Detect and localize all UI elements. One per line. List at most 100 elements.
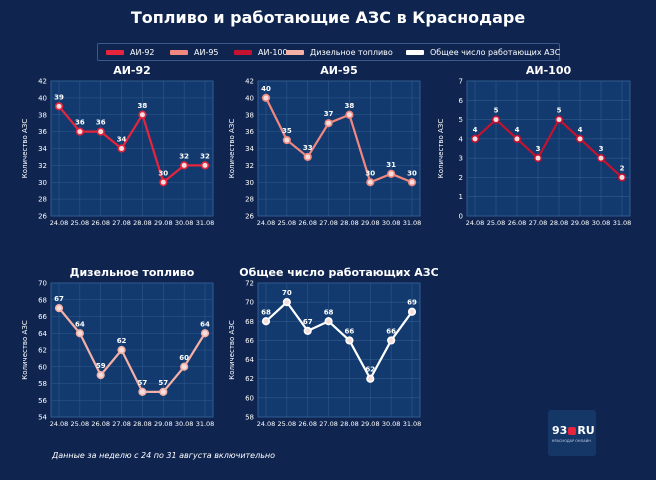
data-point	[159, 387, 168, 396]
data-label: 39	[54, 93, 64, 101]
x-tick-label: 31.08	[403, 420, 422, 428]
data-label: 3	[536, 145, 541, 153]
y-axis-label: Количество АЗС	[21, 119, 29, 179]
y-tick-label: 28	[38, 196, 47, 204]
data-point	[407, 178, 417, 187]
logo-subtext: КРАСНОДАР ОНЛАЙН	[552, 439, 591, 443]
x-tick-label: 24.08	[50, 420, 69, 428]
x-tick-label: 24.08	[466, 219, 485, 227]
data-point	[345, 110, 354, 119]
legend-label: АИ-100	[258, 47, 288, 57]
x-tick-label: 27.08	[319, 219, 338, 227]
x-tick-label: 27.08	[319, 420, 338, 428]
y-tick-label: 70	[38, 280, 47, 288]
legend-swatch	[234, 49, 252, 55]
data-label: 4	[515, 126, 520, 134]
y-tick-label: 60	[245, 394, 254, 402]
data-label: 64	[200, 320, 210, 328]
x-tick-label: 31.08	[613, 219, 632, 227]
data-label: 5	[494, 107, 499, 115]
data-point	[324, 317, 333, 326]
chart-1: 26 28 30 32 34 36 38 40 42 24.08 25.08 26.08 27.08 28…	[21, 64, 214, 227]
y-tick-label: 54	[38, 414, 47, 422]
y-tick-label: 58	[38, 380, 47, 388]
data-point	[554, 115, 564, 124]
data-point	[75, 127, 84, 136]
x-tick-label: 26.08	[508, 219, 527, 227]
chart-2: 26 28 30 32 34 36 38 40 42 24.08 25.08 26.08 27.08 28…	[228, 64, 421, 227]
chart-title: Дизельное топливо	[70, 266, 195, 279]
data-label: 40	[261, 85, 271, 93]
data-point	[387, 336, 396, 345]
x-tick-label: 25.08	[278, 420, 297, 428]
data-point	[200, 329, 210, 338]
y-tick-label: 72	[245, 280, 254, 288]
x-tick-label: 28.08	[550, 219, 569, 227]
data-point	[303, 152, 312, 162]
logo-wordmark: 93 RU	[552, 424, 595, 437]
legend-swatch	[170, 49, 188, 55]
x-tick-label: 28.08	[340, 420, 359, 428]
data-point	[470, 134, 480, 143]
y-tick-label: 36	[245, 128, 254, 136]
y-tick-label: 34	[245, 145, 254, 153]
data-label: 59	[96, 362, 106, 370]
legend-label: Дизельное топливо	[310, 47, 393, 57]
data-label: 57	[138, 379, 148, 387]
series-line	[58, 307, 206, 393]
chart-title: АИ-95	[320, 64, 358, 77]
data-point	[117, 345, 126, 355]
y-tick-label: 30	[38, 179, 47, 187]
legend-item-ai100: АИ-100	[234, 44, 288, 60]
logo-dot-icon	[568, 427, 577, 435]
plot-area	[257, 282, 421, 418]
data-label: 36	[75, 119, 85, 127]
y-tick-label: 7	[459, 78, 463, 86]
data-point	[159, 178, 168, 187]
data-label: 62	[365, 366, 375, 374]
y-tick-label: 32	[245, 162, 254, 170]
logo-suffix: RU	[577, 424, 595, 437]
y-axis-label: Количество АЗС	[21, 320, 29, 380]
x-tick-label: 30.08	[382, 219, 401, 227]
y-tick-label: 58	[245, 414, 254, 422]
x-tick-label: 25.08	[71, 219, 90, 227]
data-label: 5	[557, 107, 562, 115]
x-tick-label: 30.08	[175, 420, 194, 428]
y-tick-label: 26	[38, 213, 47, 221]
data-point	[324, 119, 333, 128]
data-point	[345, 336, 354, 345]
x-tick-label: 27.08	[112, 420, 131, 428]
data-point	[282, 135, 291, 145]
data-label: 2	[620, 164, 625, 172]
y-tick-label: 40	[245, 94, 254, 102]
data-label: 32	[179, 152, 189, 160]
data-point	[282, 298, 291, 307]
data-label: 34	[117, 136, 127, 144]
data-label: 30	[158, 169, 168, 177]
data-label: 31	[386, 161, 396, 169]
data-label: 30	[407, 169, 417, 177]
y-tick-label: 66	[245, 337, 254, 345]
data-label: 37	[324, 110, 334, 118]
data-point	[117, 144, 126, 153]
data-point	[533, 154, 543, 163]
y-tick-label: 64	[245, 356, 254, 364]
y-tick-label: 4	[459, 135, 464, 143]
data-point	[261, 93, 271, 102]
legend-label: АИ-95	[194, 47, 219, 57]
data-point	[96, 127, 105, 136]
data-label: 35	[282, 127, 292, 135]
x-tick-label: 29.08	[571, 219, 590, 227]
data-point	[596, 154, 606, 163]
data-label: 64	[75, 320, 85, 328]
data-label: 70	[282, 289, 292, 297]
plot-area	[466, 80, 631, 217]
data-label: 38	[138, 102, 148, 110]
x-tick-label: 24.08	[257, 420, 276, 428]
data-label: 33	[303, 144, 313, 152]
x-tick-label: 26.08	[298, 219, 317, 227]
x-tick-label: 27.08	[112, 219, 131, 227]
logo-text: 93	[552, 424, 568, 437]
data-label: 32	[200, 152, 210, 160]
